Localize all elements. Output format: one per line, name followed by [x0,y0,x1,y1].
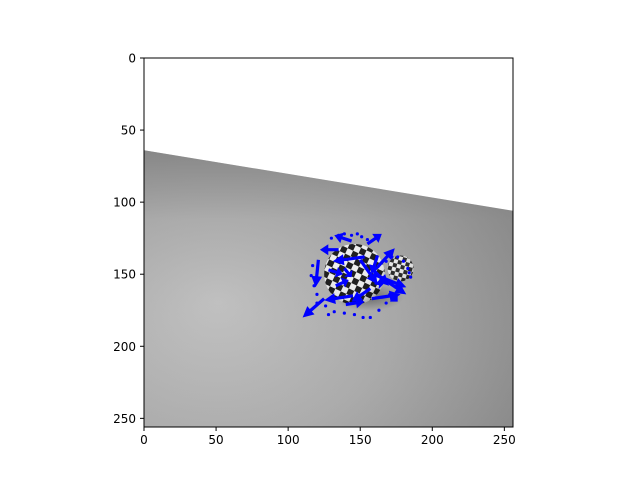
quiver-arrow [302,297,326,318]
quiver-dot [360,235,364,239]
quiver-dot [324,304,328,308]
quiver-dot [332,310,336,314]
quiver-arrow [369,255,380,275]
quiver-dot [311,263,315,268]
quiver-dot [384,259,388,263]
y-axis: 0 50 100 150 200 250 [113,52,144,426]
quiver-dot [368,315,372,320]
quiver-dot [390,255,394,259]
quiver-arrow [335,277,349,288]
quiver-dot [384,301,388,305]
x-tick-label: 250 [493,433,516,447]
quiver-dot [352,312,357,317]
quiver-arrow [366,233,382,246]
quiver-arrow [379,275,407,295]
quiver-dot [309,274,313,278]
y-tick-label: 200 [113,340,136,354]
quiver-dot [329,236,333,240]
y-tick-label: 100 [113,196,136,210]
quiver-dot [342,232,346,236]
quiver-arrow [387,291,398,302]
x-tick-label: 0 [140,433,148,447]
quiver-dot [396,255,400,259]
y-tick-label: 150 [113,268,136,282]
quiver-dot [401,259,406,263]
quiver-dot [406,266,410,271]
quiver-dot [361,315,365,320]
x-tick-label: 50 [208,433,223,447]
image-scene [144,58,513,427]
quiver-dot [315,292,319,296]
quiver-arrow [332,254,365,266]
quiver-dot [391,292,395,296]
quiver-overlay [302,232,413,320]
quiver-dot [396,284,400,288]
quiver-arrow [376,248,395,269]
quiver-dot [326,312,331,317]
axes-frame [143,57,514,428]
x-tick-label: 200 [421,433,444,447]
quiver-dot [355,232,359,236]
quiver-dot [336,233,341,237]
quiver-arrow [345,297,365,309]
x-tick-label: 150 [349,433,372,447]
quiver-arrow [324,293,354,304]
quiver-dot [407,271,411,275]
quiver-arrow [319,244,339,256]
quiver-dot [409,275,413,279]
quiver-dot [312,284,316,288]
y-tick-label: 0 [128,52,136,66]
quiver-arrow [374,278,384,290]
quiver-dot [377,308,381,312]
quiver-dot [315,301,319,305]
x-axis: 0 50 100 150 200 250 [140,427,516,447]
quiver-arrow [328,267,343,278]
quiver-dot [342,311,346,315]
quiver-dot [349,233,354,237]
y-tick-label: 250 [113,412,136,426]
y-tick-label: 50 [121,124,136,138]
quiver-arrow [343,267,353,278]
quiver-arrow [358,258,378,285]
quiver-arrow [311,259,323,288]
quiver-arrow [351,287,372,302]
x-tick-label: 100 [277,433,300,447]
quiver-dot [365,238,370,242]
small-ball-shading [387,255,414,282]
